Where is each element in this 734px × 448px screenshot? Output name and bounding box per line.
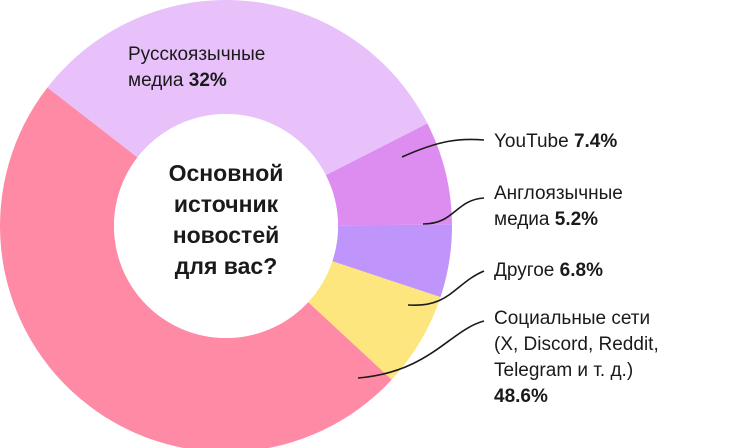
leader-lines [357, 138, 485, 379]
label-russian-media: Русскоязычные медиа 32% [128, 42, 265, 94]
label-other-value: 6.8% [559, 260, 603, 281]
leader-line-other [407, 270, 485, 306]
donut-slices [0, 0, 452, 448]
label-other: Другое 6.8% [494, 258, 603, 284]
label-social-name-line-3: Telegram и т. д.) [494, 360, 634, 381]
label-social-value: 48.6% [494, 386, 548, 407]
label-russian-name-line-1: Русскоязычные [128, 44, 266, 65]
leader-line-english [422, 197, 485, 225]
label-english-name-line-1: Англоязычные [494, 183, 623, 204]
slice-социальные-сети-x-discord-reddit-telegram-и-т-д [0, 87, 392, 448]
chart-title-line-4: для вас? [174, 253, 278, 279]
chart-title-line-2: источник [173, 191, 279, 217]
slice-англоязычные-медиа [332, 224, 452, 298]
label-social-name-line-2: (X, Discord, Reddit, [494, 334, 659, 355]
label-english-name-line-2: медиа [494, 209, 550, 230]
chart-title-line-1: Основной [168, 160, 284, 186]
label-english-value: 5.2% [554, 209, 599, 230]
label-other-name: Другое [494, 260, 555, 281]
label-social-name-line-1: Социальные сети [494, 308, 651, 329]
label-youtube: YouTube 7.4% [494, 129, 617, 155]
slice-русскоязычные-медиа [47, 0, 428, 176]
label-russian-name-line-2: медиа [128, 70, 184, 91]
chart-title-line-3: новостей [172, 222, 280, 248]
donut-hole [114, 114, 338, 338]
label-youtube-name: YouTube [494, 131, 569, 152]
slice-другое [308, 261, 441, 380]
leader-line-social [357, 320, 485, 379]
leader-line-youtube [401, 138, 485, 158]
label-english-media: Англоязычные медиа 5.2% [494, 181, 623, 233]
label-youtube-value: 7.4% [573, 131, 618, 152]
label-social-networks: Социальные сети (X, Discord, Reddit, Tel… [494, 306, 659, 410]
chart-title: Основной источник новостей для вас? [146, 158, 306, 282]
label-russian-value: 32% [188, 70, 227, 91]
